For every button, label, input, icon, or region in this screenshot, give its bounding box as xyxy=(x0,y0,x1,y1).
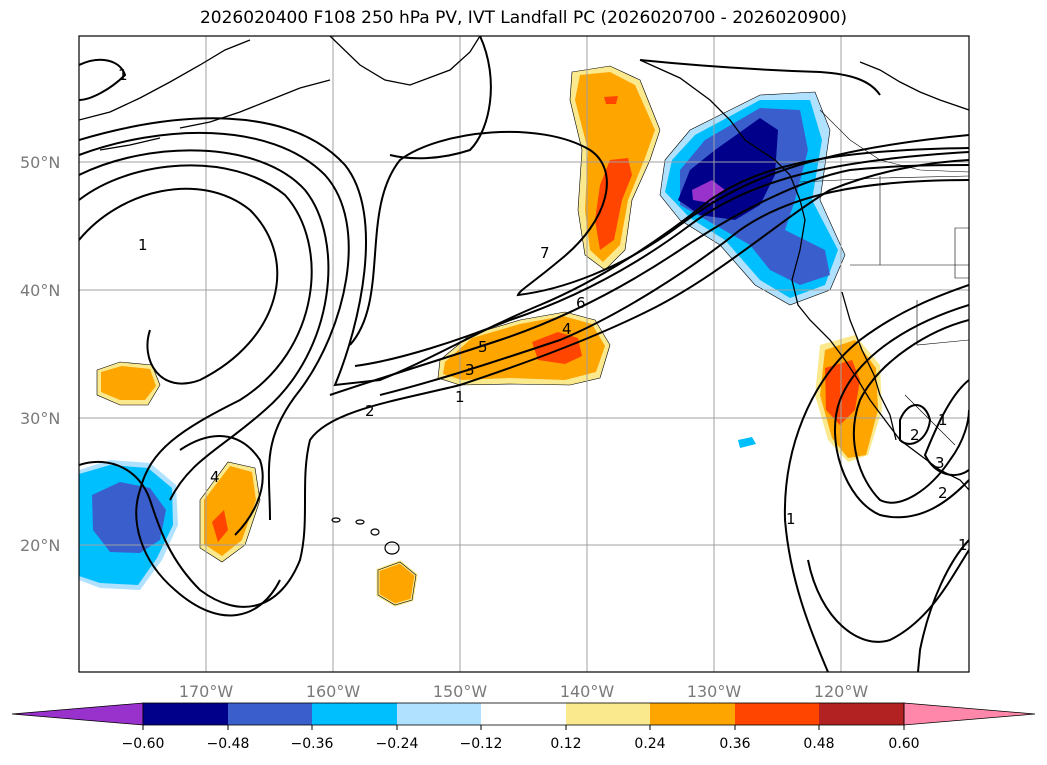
lon-label: 150°W xyxy=(433,682,488,701)
colorbar-extend-max xyxy=(903,702,1036,726)
lat-label: 50°N xyxy=(20,153,60,172)
colorbar-extend-min xyxy=(11,702,144,726)
lat-label: 40°N xyxy=(20,281,60,300)
lon-label: 140°W xyxy=(560,682,615,701)
contour-label: 7 xyxy=(540,244,550,262)
graticule xyxy=(79,36,969,672)
lon-label: 120°W xyxy=(814,682,869,701)
longitude-labels: 170°W 160°W 150°W 140°W 130°W 120°W xyxy=(179,682,869,701)
colorbar-segment xyxy=(819,703,904,725)
contour-label: 2 xyxy=(938,484,948,502)
colorbar-segment xyxy=(312,703,397,725)
lon-label: 130°W xyxy=(687,682,742,701)
contour-label: 1 xyxy=(118,66,128,84)
contour-label: 2 xyxy=(910,426,920,444)
colorbar-tick-label: −0.12 xyxy=(460,736,503,752)
latitude-labels: 50°N 40°N 30°N 20°N xyxy=(20,153,60,555)
colorbar-tick-label: −0.48 xyxy=(207,736,250,752)
contour-label: 2 xyxy=(365,402,375,420)
contour-labels: 1 1 1 2 2 3 4 5 6 7 4 1 1 3 2 1 xyxy=(118,66,968,554)
colorbar-tick-label: −0.36 xyxy=(291,736,334,752)
colorbar-tick-label: 0.60 xyxy=(888,736,919,752)
colorbar: −0.60 −0.48 −0.36 −0.24 −0.12 0.12 0.24 … xyxy=(11,702,1036,752)
colorbar-tick-label: 0.48 xyxy=(803,736,834,752)
contour-label: 3 xyxy=(935,454,945,472)
pv-contours xyxy=(79,36,969,672)
colorbar-segment xyxy=(650,703,735,725)
colorbar-tick-label: 0.36 xyxy=(719,736,750,752)
colorbar-tick-label: 0.24 xyxy=(634,736,665,752)
colorbar-segment xyxy=(481,703,566,725)
contour-label: 4 xyxy=(210,468,220,486)
colorbar-segment xyxy=(143,703,228,725)
contour-label: 1 xyxy=(138,236,148,254)
lon-label: 170°W xyxy=(179,682,234,701)
colorbar-tick-label: −0.60 xyxy=(122,736,165,752)
colorbar-segment xyxy=(397,703,481,725)
contour-label: 5 xyxy=(478,338,488,356)
contour-label: 1 xyxy=(938,411,948,429)
colorbar-segment xyxy=(228,703,312,725)
lat-label: 20°N xyxy=(20,536,60,555)
colorbar-tick-label: 0.12 xyxy=(550,736,581,752)
contour-label: 1 xyxy=(958,536,968,554)
contour-label: 6 xyxy=(576,294,586,312)
map-frame xyxy=(78,35,970,673)
contour-label: 3 xyxy=(465,361,475,379)
contour-label: 1 xyxy=(786,510,796,528)
figure-title: 2026020400 F108 250 hPa PV, IVT Landfall… xyxy=(199,8,847,28)
colorbar-segment xyxy=(566,703,650,725)
contour-label: 1 xyxy=(455,388,465,406)
colorbar-segment xyxy=(735,703,819,725)
lon-label: 160°W xyxy=(306,682,361,701)
contour-label: 4 xyxy=(562,320,572,338)
colorbar-tick-label: −0.24 xyxy=(376,736,419,752)
lat-label: 30°N xyxy=(20,409,60,428)
